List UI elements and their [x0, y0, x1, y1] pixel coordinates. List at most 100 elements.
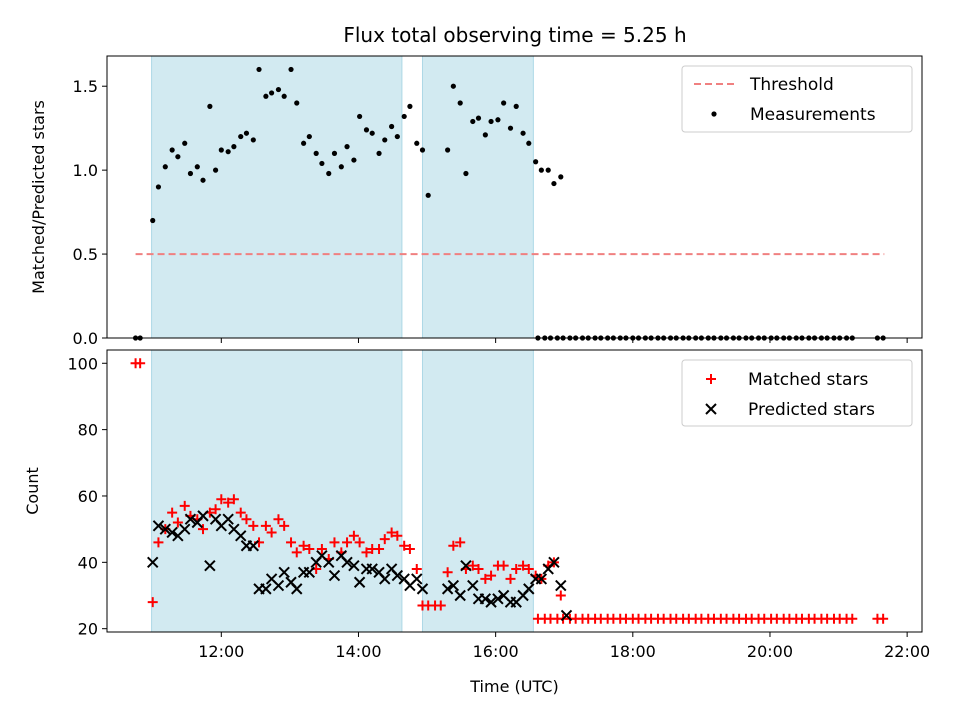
- matched-star-point: [361, 547, 372, 558]
- legend-measurements-swatch: [711, 111, 717, 117]
- measurement-point: [225, 149, 231, 155]
- measurement-point: [256, 66, 262, 73]
- matched-star-point: [198, 524, 209, 535]
- measurement-point: [369, 130, 375, 136]
- shaded-interval: [421, 349, 534, 633]
- bottom-axes-frame: [106, 349, 923, 633]
- predicted-star-point: [247, 540, 260, 552]
- matched-star-point: [847, 613, 858, 624]
- predicted-star-point: [159, 523, 172, 535]
- measurement-point: [155, 184, 162, 190]
- measurement-point: [218, 147, 224, 153]
- measurement-point: [175, 154, 181, 160]
- predicted-star-point: [479, 593, 492, 605]
- top-legend: Threshold Measurements: [681, 65, 913, 133]
- measurement-point: [501, 100, 507, 106]
- predicted-star-point: [523, 583, 535, 595]
- matched-star-point: [286, 537, 297, 548]
- legend-predicted-swatch: [705, 403, 717, 415]
- measurement-point: [425, 192, 431, 198]
- predicted-star-point: [204, 559, 216, 572]
- measurement-point: [231, 144, 237, 150]
- legend-matched-label: Matched stars: [748, 370, 868, 390]
- y-tick-label: 1.0: [73, 161, 98, 180]
- matched-star-point: [147, 597, 158, 608]
- measurement-point: [326, 170, 332, 177]
- matched-star-point: [273, 514, 284, 525]
- predicted-star-point: [391, 569, 404, 582]
- x-tick-label: 14:00: [335, 642, 381, 661]
- measurement-point: [288, 66, 294, 73]
- measurement-point: [414, 140, 420, 146]
- count-points: [130, 358, 889, 624]
- matched-star-point: [135, 358, 146, 369]
- matched-star-point: [505, 573, 516, 584]
- matched-star-point: [167, 507, 178, 518]
- measurement-point: [394, 133, 400, 140]
- chart-title: Flux total observing time = 5.25 h: [343, 23, 686, 47]
- matched-star-point: [260, 520, 271, 531]
- matched-star-point: [511, 563, 522, 574]
- matched-star-point: [316, 544, 327, 555]
- legend-matched-swatch: [706, 374, 716, 384]
- y-tick-label: 1.5: [73, 77, 98, 96]
- legend-x-marker: [705, 403, 717, 415]
- predicted-star-point: [485, 596, 497, 608]
- top-y-ticks: 0.0 0.5 1.0 1.5: [73, 77, 107, 348]
- measurement-point: [351, 157, 357, 163]
- matched-star-point: [179, 500, 190, 511]
- measurement-point: [558, 174, 564, 180]
- predicted-star-point: [379, 573, 391, 585]
- top-shaded-intervals: [151, 55, 534, 339]
- y-tick-label: 20: [78, 620, 98, 639]
- matched-star-point: [455, 537, 466, 548]
- measurement-point: [445, 147, 451, 153]
- measurement-point: [363, 127, 370, 133]
- matched-star-point: [480, 573, 491, 584]
- matched-star-point: [241, 514, 252, 525]
- matched-star-point: [411, 563, 422, 574]
- matched-star-point: [386, 527, 397, 538]
- measurement-point: [533, 159, 539, 165]
- measurement-point: [507, 125, 514, 131]
- predicted-star-point: [366, 563, 378, 575]
- measurement-point: [331, 150, 338, 156]
- predicted-star-point: [328, 569, 341, 582]
- measurement-point: [382, 137, 388, 143]
- matched-star-point: [448, 540, 459, 551]
- predicted-star-point: [184, 513, 197, 525]
- matched-star-point: [486, 570, 497, 581]
- predicted-star-point: [272, 579, 285, 592]
- measurement-point: [269, 90, 275, 96]
- x-axis-label: Time (UTC): [469, 677, 558, 696]
- measurement-point: [526, 140, 532, 146]
- matched-star-point: [172, 517, 183, 528]
- measurement-point: [294, 100, 300, 106]
- measurement-point: [457, 100, 463, 106]
- shaded-interval: [421, 55, 534, 339]
- predicted-star-point: [560, 609, 573, 622]
- matched-star-point: [329, 537, 340, 548]
- measurement-point: [376, 150, 382, 156]
- predicted-star-point: [291, 583, 303, 595]
- measurement-point: [263, 93, 269, 99]
- measurement-point: [482, 132, 488, 138]
- predicted-star-point: [535, 573, 548, 585]
- legend-measurements-label: Measurements: [750, 105, 876, 125]
- predicted-star-point: [278, 566, 290, 578]
- measurement-point: [419, 147, 426, 153]
- matched-star-point: [523, 563, 534, 574]
- measurement-point: [475, 115, 482, 121]
- top-axes-frame: [106, 55, 923, 339]
- predicted-star-point: [260, 583, 272, 595]
- top-x-ticks: [220, 338, 908, 343]
- matched-star-point: [304, 544, 315, 555]
- matched-star-point: [342, 537, 353, 548]
- predicted-star-point: [303, 566, 316, 578]
- matched-star-point: [153, 537, 164, 548]
- measurement-point: [275, 86, 282, 93]
- legend-plus-marker: [706, 374, 716, 384]
- measurement-point: [238, 133, 244, 140]
- predicted-star-point: [416, 583, 429, 595]
- matched-star-point: [223, 497, 234, 508]
